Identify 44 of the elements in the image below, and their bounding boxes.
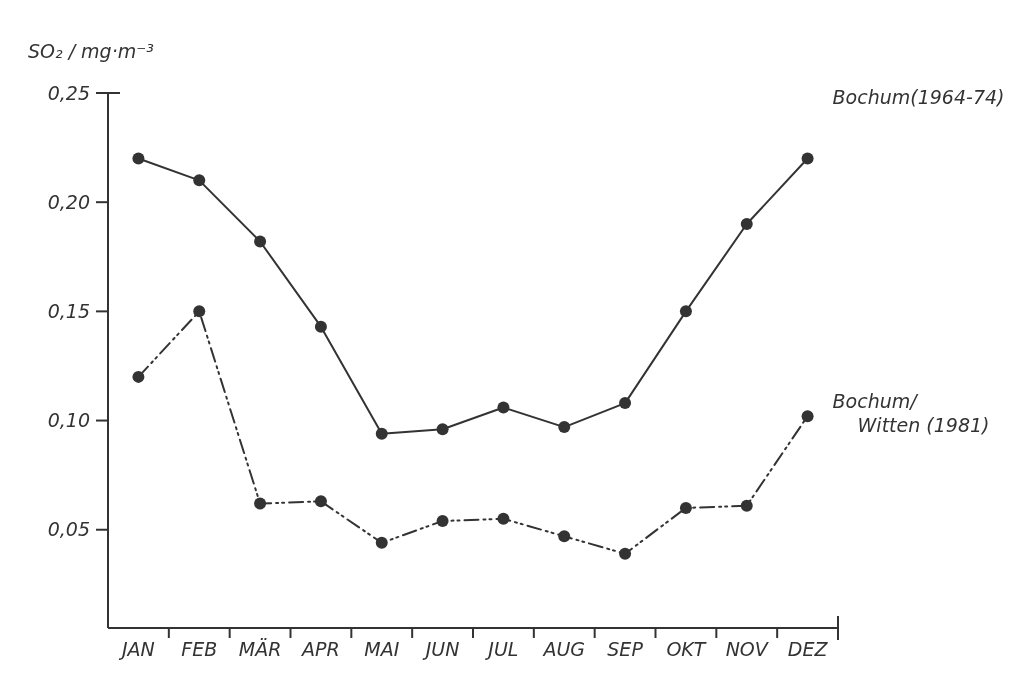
point: [801, 152, 814, 165]
point: [619, 397, 632, 410]
point: [740, 499, 753, 512]
x-tick-label: NOV: [725, 638, 770, 660]
x-tick-label: SEP: [607, 638, 644, 660]
x-tick-label: DEZ: [787, 638, 829, 660]
point: [193, 305, 206, 318]
y-tick-label: 0,25: [47, 81, 90, 104]
point: [497, 512, 510, 525]
point: [558, 421, 571, 434]
point: [375, 427, 388, 440]
point: [254, 235, 267, 248]
y-axis-title: SO₂ / mg·m⁻³: [28, 40, 154, 62]
point: [436, 423, 449, 436]
point: [193, 174, 206, 187]
x-tick-label: FEB: [181, 638, 218, 660]
point: [254, 497, 267, 510]
y-tick-label: 0,10: [47, 409, 90, 432]
point: [558, 530, 571, 543]
x-tick-label: JAN: [118, 638, 155, 660]
point: [375, 536, 388, 549]
point: [314, 320, 327, 333]
x-tick-label: MÄR: [238, 638, 282, 660]
point: [132, 152, 145, 165]
point: [436, 515, 449, 527]
text: Bochum(1964-74): [832, 85, 1005, 108]
point: [314, 495, 327, 508]
x-tick-label: JUN: [421, 638, 460, 660]
series-label: Bochum/ Witten (1981): [832, 390, 990, 437]
point: [132, 370, 145, 383]
point: [679, 305, 692, 318]
x-tick-label: JUL: [484, 638, 519, 660]
point: [801, 410, 814, 423]
point: [679, 501, 692, 514]
y-tick-label: 0,20: [47, 190, 90, 213]
y-tick-label: 0,05: [47, 518, 90, 541]
x-tick-label: AUG: [541, 638, 586, 660]
point: [497, 401, 510, 414]
x-tick-label: OKT: [666, 638, 707, 660]
y-tick-label: 0,15: [47, 300, 90, 323]
point: [740, 218, 753, 231]
point: [619, 547, 632, 560]
x-tick-label: APR: [300, 638, 340, 660]
x-tick-label: MAI: [364, 638, 400, 660]
